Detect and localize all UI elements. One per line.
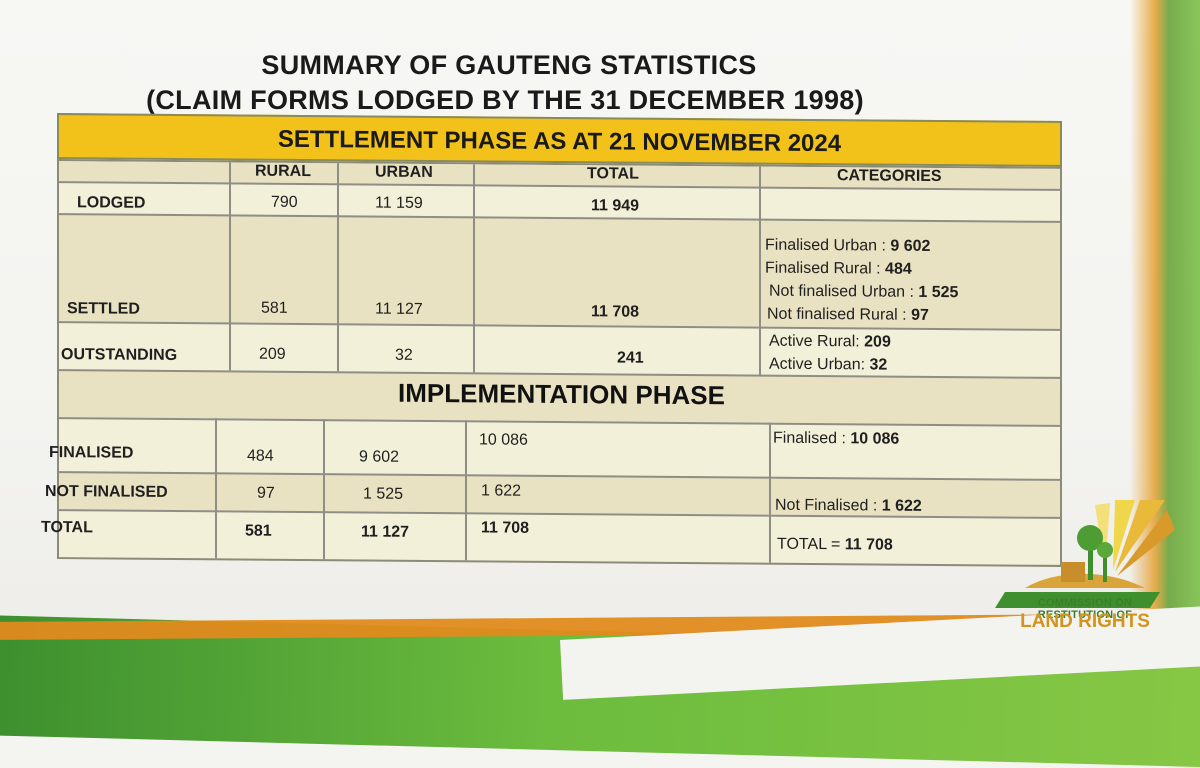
col-divider [473, 164, 475, 373]
not-finalised-urban: 1 525 [363, 485, 404, 503]
table-grid: RURAL URBAN TOTAL CATEGORIES LODGED 790 … [41, 159, 1062, 567]
col-header-urban: URBAN [375, 163, 433, 182]
house-icon [1061, 562, 1085, 582]
settlement-phase-banner: SETTLEMENT PHASE AS AT 21 NOVEMBER 2024 [57, 113, 1062, 167]
sun-rays-icon [1095, 500, 1175, 576]
row-label-outstanding: OUTSTANDING [61, 346, 178, 364]
total-category: TOTAL = 11 708 [777, 535, 893, 554]
logo-text-line-2: LAND RIGHTS [1020, 611, 1150, 632]
total-urban: 11 127 [361, 523, 410, 541]
not-finalised-rural: 97 [257, 484, 275, 502]
commission-logo [995, 500, 1175, 608]
row-label-not-finalised: NOT FINALISED [45, 482, 168, 501]
row-label-total: TOTAL [41, 518, 93, 537]
finalised-total: 10 086 [479, 431, 528, 449]
col-header-rural: RURAL [255, 162, 311, 181]
not-finalised-total: 1 622 [481, 482, 522, 500]
settled-total: 11 708 [591, 303, 640, 321]
col-divider [769, 422, 771, 563]
land-icon [995, 592, 1160, 608]
row-label-lodged: LODGED [77, 194, 146, 212]
finalised-urban: 9 602 [359, 448, 400, 466]
col-header-total: TOTAL [587, 165, 639, 183]
settled-category-2: Finalised Rural : 484 [765, 259, 912, 278]
lodged-total: 11 949 [591, 197, 640, 215]
col-divider [229, 162, 231, 371]
logo-text-line-1: COMMISSION ON RESTITUTION OF [1037, 597, 1133, 621]
lodged-rural: 790 [271, 193, 298, 211]
outstanding-category-1: Active Rural: 209 [769, 332, 891, 351]
col-divider [215, 418, 217, 559]
settled-urban: 11 127 [375, 300, 423, 318]
settled-category-1: Finalised Urban : 9 602 [765, 236, 931, 255]
statistics-table: SETTLEMENT PHASE AS AT 21 NOVEMBER 2024 … [41, 113, 1062, 567]
row-label-finalised: FINALISED [49, 443, 134, 462]
title-line-2: (CLAIM FORMS LODGED BY THE 31 DECEMBER 1… [146, 85, 864, 115]
col-divider [337, 163, 339, 372]
col-header-categories: CATEGORIES [837, 167, 942, 186]
col-divider [759, 166, 761, 375]
settled-category-4: Not finalised Rural : 97 [767, 305, 929, 324]
col-divider [323, 419, 325, 560]
tree-icon [1077, 525, 1113, 582]
lodged-urban: 11 159 [375, 194, 423, 212]
total-rural: 581 [245, 522, 272, 540]
settled-rural: 581 [261, 299, 288, 317]
finalised-category: Finalised : 10 086 [773, 429, 900, 448]
total-total: 11 708 [481, 519, 530, 537]
settled-category-3: Not finalised Urban : 1 525 [769, 282, 959, 302]
outstanding-urban: 32 [395, 346, 413, 364]
row-label-settled: SETTLED [67, 300, 140, 318]
not-finalised-category: Not Finalised : 1 622 [775, 496, 922, 515]
title-line-1: SUMMARY OF GAUTENG STATISTICS [261, 50, 757, 80]
outstanding-category-2: Active Urban: 32 [769, 355, 888, 374]
col-divider [465, 420, 467, 561]
outstanding-rural: 209 [259, 345, 286, 363]
outstanding-total: 241 [617, 349, 644, 367]
finalised-rural: 484 [247, 447, 274, 465]
